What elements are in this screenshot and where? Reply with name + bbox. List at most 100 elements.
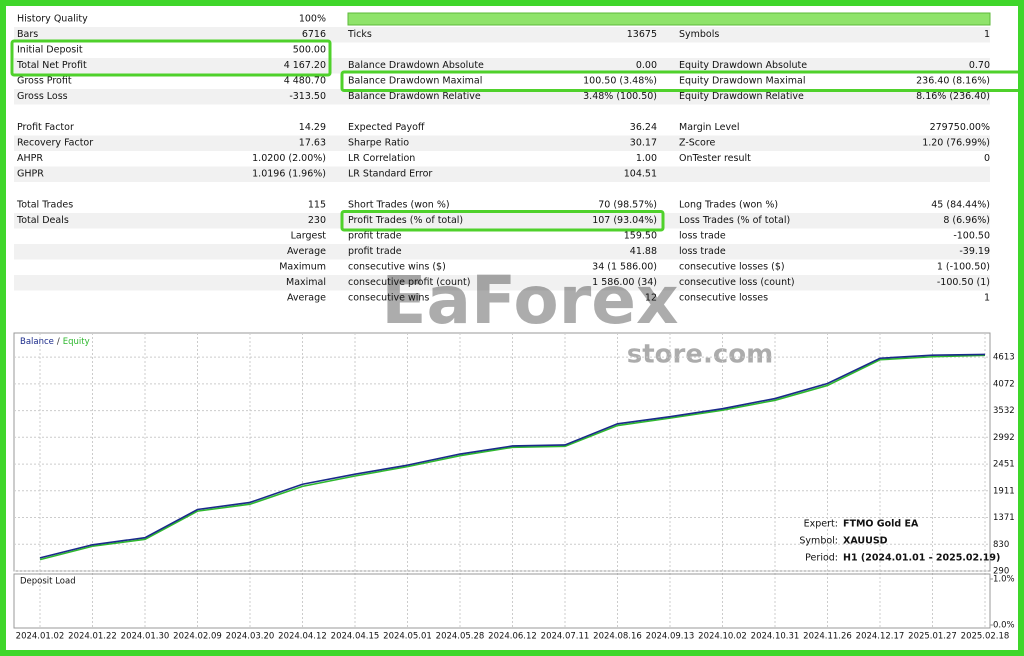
stat-label: GHPR (17, 169, 44, 180)
stat-label: OnTester result (679, 153, 751, 164)
stat-label: Equity Drawdown Maximal (679, 76, 806, 87)
stat-label: loss trade (679, 231, 726, 242)
x-tick-label: 2024.12.17 (856, 632, 905, 642)
stat-value: 70 (98.57%) (598, 200, 657, 211)
highlight-box (340, 210, 665, 232)
y-tick-label: 0.0% (993, 621, 1015, 631)
stat-label: Profit Factor (17, 122, 74, 133)
stat-label: Total Trades (16, 200, 73, 211)
stat-label: consecutive wins ($) (348, 262, 446, 273)
y-tick-label: 1911 (993, 486, 1015, 496)
stat-value: 1 (984, 293, 990, 304)
stat-label: Expected Payoff (348, 122, 425, 133)
stat-value: 41.88 (630, 246, 657, 257)
stat-label: Average (287, 293, 326, 304)
x-tick-label: 2024.04.15 (331, 632, 380, 642)
stat-value: 45 (84.44%) (931, 200, 990, 211)
stat-label: AHPR (17, 153, 43, 164)
stat-label: Gross Loss (17, 91, 68, 102)
stat-value: -313.50 (289, 91, 326, 102)
stat-value: 34 (1 586.00) (592, 262, 657, 273)
y-tick-label: 1.0% (993, 575, 1015, 585)
x-tick-label: 2025.02.18 (961, 632, 1010, 642)
stat-value: 4 167.20 (284, 60, 326, 71)
y-tick-label: 830 (993, 540, 1009, 550)
x-tick-label: 2024.05.01 (383, 632, 432, 642)
watermark-sub: store.com (627, 340, 773, 370)
series-line (39, 353, 986, 559)
stat-label: Equity Drawdown Relative (679, 91, 804, 102)
x-tick-label: 2024.07.11 (541, 632, 590, 642)
x-tick-label: 2024.05.28 (436, 632, 485, 642)
y-tick-label: 290 (993, 567, 1009, 577)
stat-value: 100% (299, 14, 326, 25)
stat-label: Symbols (679, 29, 719, 40)
legend-separator: / (57, 337, 60, 347)
stat-value: 115 (308, 200, 326, 211)
stat-label: Profit Trades (% of total) (348, 215, 463, 226)
stat-value: 13675 (627, 29, 657, 40)
x-tick-label: 2024.11.26 (803, 632, 852, 642)
row-bg (14, 244, 990, 260)
row-bg (14, 228, 990, 244)
x-tick-label: 2024.09.13 (646, 632, 695, 642)
deposit-frame (13, 573, 991, 629)
x-tick-label: 2024.02.09 (173, 632, 222, 642)
x-tick-label: 2025.01.27 (908, 632, 957, 642)
y-tick-label: 2451 (993, 460, 1015, 470)
stat-value: -39.19 (959, 246, 990, 257)
deposit-title: Deposit Load (20, 577, 76, 587)
info-value: XAUUSD (843, 536, 888, 547)
x-tick-label: 2024.01.02 (16, 632, 65, 642)
stat-label: consecutive profit (count) (348, 277, 470, 288)
stat-value: 8 (6.96%) (943, 215, 990, 226)
row-bg (14, 73, 990, 89)
stat-value: 107 (93.04%) (592, 215, 657, 226)
stat-value: 36.24 (630, 122, 657, 133)
stat-value: 1 586.00 (34) (592, 277, 657, 288)
info-value: H1 (2024.01.01 - 2025.02.19) (843, 553, 1000, 564)
stat-value: -100.50 (953, 231, 990, 242)
stat-value: 0.70 (969, 60, 990, 71)
stat-label: LR Standard Error (348, 169, 432, 180)
legend: Balance / Equity (20, 337, 90, 347)
row-bg (14, 27, 990, 43)
highlight-box (10, 39, 332, 77)
stat-label: Sharpe Ratio (348, 138, 409, 149)
stat-value: 0.00 (636, 60, 657, 71)
stat-value: 1.20 (76.99%) (922, 138, 990, 149)
stat-value: 279750.00% (930, 122, 990, 133)
legend-entry: Balance (20, 337, 54, 347)
x-tick-label: 2024.10.02 (698, 632, 747, 642)
stat-label: consecutive loss (count) (679, 277, 795, 288)
stat-label: Margin Level (679, 122, 740, 133)
x-tick-label: 2024.10.31 (751, 632, 800, 642)
stat-label: loss trade (679, 246, 726, 257)
stat-value: 236.40 (8.16%) (916, 76, 990, 87)
stat-value: 12 (645, 293, 657, 304)
stat-value: 104.51 (624, 169, 657, 180)
stat-value: 14.29 (299, 122, 326, 133)
stat-value: 159.50 (624, 231, 657, 242)
stat-label: Short Trades (won %) (348, 200, 450, 211)
row-bg (14, 135, 990, 151)
series-line (39, 354, 986, 561)
info-label: Period: (805, 553, 838, 564)
stat-value: 6716 (302, 29, 326, 40)
stat-label: Balance Drawdown Absolute (348, 60, 484, 71)
stat-label: Z-Score (679, 138, 716, 149)
x-tick-label: 2024.01.22 (68, 632, 117, 642)
stat-value: 1 (-100.50) (937, 262, 990, 273)
row-bg (14, 120, 990, 136)
stat-value: 17.63 (299, 138, 326, 149)
row-bg (14, 151, 990, 167)
stat-label: Average (287, 246, 326, 257)
highlight-box (340, 70, 1024, 92)
x-tick-label: 2024.06.12 (488, 632, 537, 642)
x-tick-label: 2024.04.12 (278, 632, 327, 642)
stat-label: consecutive losses (679, 293, 768, 304)
stat-label: consecutive losses ($) (679, 262, 785, 273)
